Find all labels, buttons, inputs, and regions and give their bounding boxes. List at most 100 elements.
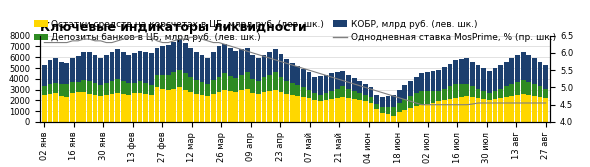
Bar bbox=[526, 55, 531, 82]
Bar bbox=[81, 80, 86, 92]
Bar bbox=[177, 39, 182, 70]
Bar bbox=[250, 93, 255, 122]
Bar bbox=[239, 90, 244, 122]
Bar bbox=[234, 51, 238, 78]
Bar bbox=[121, 52, 126, 81]
Bar bbox=[510, 96, 514, 122]
Bar bbox=[352, 91, 356, 99]
Однодневная ставка MosPrime, % (пр. шк.) bbox=[41, 42, 48, 44]
Bar bbox=[543, 98, 548, 122]
Bar bbox=[436, 102, 441, 122]
Bar bbox=[194, 52, 199, 80]
Bar bbox=[211, 94, 216, 122]
Однодневная ставка MosPrime, % (пр. шк.) bbox=[480, 102, 487, 104]
Bar bbox=[537, 97, 542, 122]
Bar bbox=[346, 98, 351, 122]
Bar bbox=[110, 81, 114, 94]
Bar bbox=[239, 49, 244, 74]
Bar bbox=[183, 90, 188, 122]
Bar bbox=[532, 58, 537, 84]
Bar bbox=[234, 78, 238, 92]
Bar bbox=[453, 60, 458, 84]
Bar bbox=[245, 72, 250, 89]
Bar bbox=[273, 90, 278, 122]
Bar bbox=[352, 78, 356, 91]
Bar bbox=[408, 96, 413, 108]
Bar bbox=[487, 100, 491, 122]
Bar bbox=[318, 95, 323, 102]
Bar bbox=[498, 89, 503, 98]
Bar bbox=[425, 91, 430, 104]
Bar bbox=[160, 89, 165, 122]
Bar bbox=[442, 100, 447, 122]
Bar bbox=[329, 99, 334, 122]
Bar bbox=[346, 89, 351, 98]
Bar bbox=[329, 91, 334, 99]
Bar bbox=[312, 100, 317, 122]
Bar bbox=[459, 59, 464, 84]
Bar bbox=[431, 103, 435, 122]
Bar bbox=[464, 96, 469, 122]
Bar bbox=[42, 95, 47, 122]
Bar bbox=[459, 97, 464, 122]
Bar bbox=[335, 89, 340, 98]
Bar bbox=[340, 97, 345, 122]
Bar bbox=[470, 86, 475, 97]
Bar bbox=[402, 110, 407, 122]
Bar bbox=[397, 90, 402, 103]
Bar bbox=[110, 52, 114, 81]
Text: Ключевые индикаторы ликвидности: Ключевые индикаторы ликвидности bbox=[40, 22, 306, 35]
Bar bbox=[301, 97, 306, 122]
Bar bbox=[442, 67, 447, 89]
Bar bbox=[408, 108, 413, 122]
Bar bbox=[515, 95, 520, 122]
Bar bbox=[99, 96, 103, 122]
Bar bbox=[419, 73, 424, 91]
Bar bbox=[194, 80, 199, 94]
Bar bbox=[149, 53, 154, 85]
Bar bbox=[402, 85, 407, 99]
Bar bbox=[448, 99, 453, 122]
Bar bbox=[115, 49, 120, 79]
Bar bbox=[104, 95, 109, 122]
Bar bbox=[358, 81, 362, 93]
Bar bbox=[453, 98, 458, 122]
Bar bbox=[284, 59, 289, 81]
Bar bbox=[340, 71, 345, 86]
Bar bbox=[448, 64, 453, 86]
Bar bbox=[183, 43, 188, 73]
Bar bbox=[155, 88, 159, 122]
Bar bbox=[70, 93, 75, 122]
Bar bbox=[267, 52, 272, 74]
Bar bbox=[476, 89, 480, 98]
Bar bbox=[217, 46, 221, 77]
Bar bbox=[459, 84, 464, 97]
Однодневная ставка MosPrime, % (пр. шк.) bbox=[198, 38, 205, 40]
Bar bbox=[532, 96, 537, 122]
Bar bbox=[228, 76, 232, 91]
Bar bbox=[307, 90, 312, 98]
Bar bbox=[510, 84, 514, 96]
Bar bbox=[470, 97, 475, 122]
Legend: Остатки средств на корсчетах в ЦБ, млрд руб. (лев. шк.), Депозиты банков в ЦБ, м: Остатки средств на корсчетах в ЦБ, млрд … bbox=[31, 16, 559, 46]
Bar bbox=[296, 66, 300, 85]
Bar bbox=[476, 65, 480, 89]
Bar bbox=[318, 102, 323, 122]
Bar bbox=[188, 77, 193, 92]
Line: Однодневная ставка MosPrime, % (пр. шк.): Однодневная ставка MosPrime, % (пр. шк.) bbox=[44, 36, 546, 105]
Bar bbox=[385, 114, 391, 122]
Bar bbox=[318, 76, 323, 95]
Bar bbox=[284, 94, 289, 122]
Bar bbox=[521, 52, 526, 80]
Bar bbox=[363, 84, 368, 95]
Bar bbox=[126, 55, 131, 83]
Bar bbox=[448, 86, 453, 99]
Bar bbox=[166, 45, 171, 74]
Bar bbox=[199, 95, 205, 122]
Bar bbox=[172, 89, 176, 122]
Bar bbox=[323, 93, 329, 100]
Bar bbox=[453, 84, 458, 98]
Bar bbox=[261, 92, 267, 122]
Bar bbox=[194, 94, 199, 122]
Bar bbox=[335, 72, 340, 89]
